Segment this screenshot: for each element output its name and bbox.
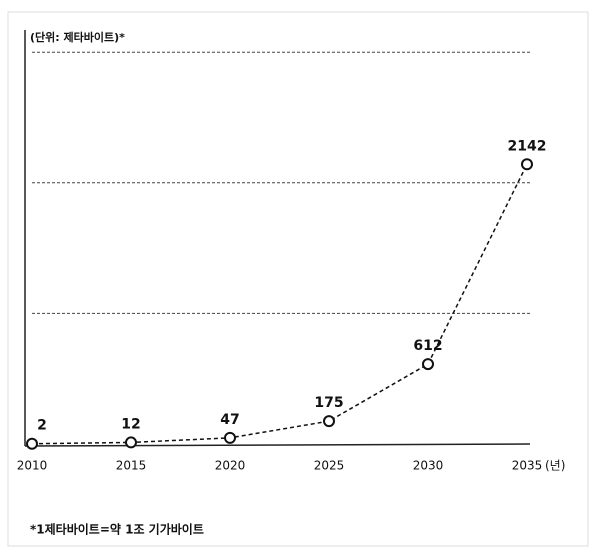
x-tick-label: 2025 — [314, 459, 345, 473]
data-label: 12 — [121, 416, 140, 432]
data-label: 2142 — [508, 138, 547, 154]
line — [31, 163, 528, 445]
point — [125, 436, 137, 449]
data-label: 612 — [413, 338, 442, 354]
x-tick-label: 2030 — [413, 459, 444, 473]
x-tick-label: 2010 — [17, 459, 48, 473]
data-label: 47 — [220, 412, 239, 428]
x-unit-label: (년) — [545, 459, 565, 473]
frame — [7, 11, 589, 547]
point — [26, 437, 38, 450]
x-tick-label: 2015 — [116, 459, 147, 473]
point — [422, 358, 434, 371]
point — [521, 158, 533, 171]
y-unit-label: (단위: 제타바이트)* — [30, 30, 125, 44]
x-axis — [24, 443, 531, 447]
x-tick-label: 2020 — [215, 459, 246, 473]
data-label: 2 — [37, 418, 47, 434]
point — [224, 431, 236, 444]
point — [323, 415, 335, 428]
footnote: *1제타바이트=약 1조 기가바이트 — [30, 522, 204, 537]
x-tick-label: 2035 — [512, 459, 543, 473]
data-label: 175 — [314, 395, 343, 411]
